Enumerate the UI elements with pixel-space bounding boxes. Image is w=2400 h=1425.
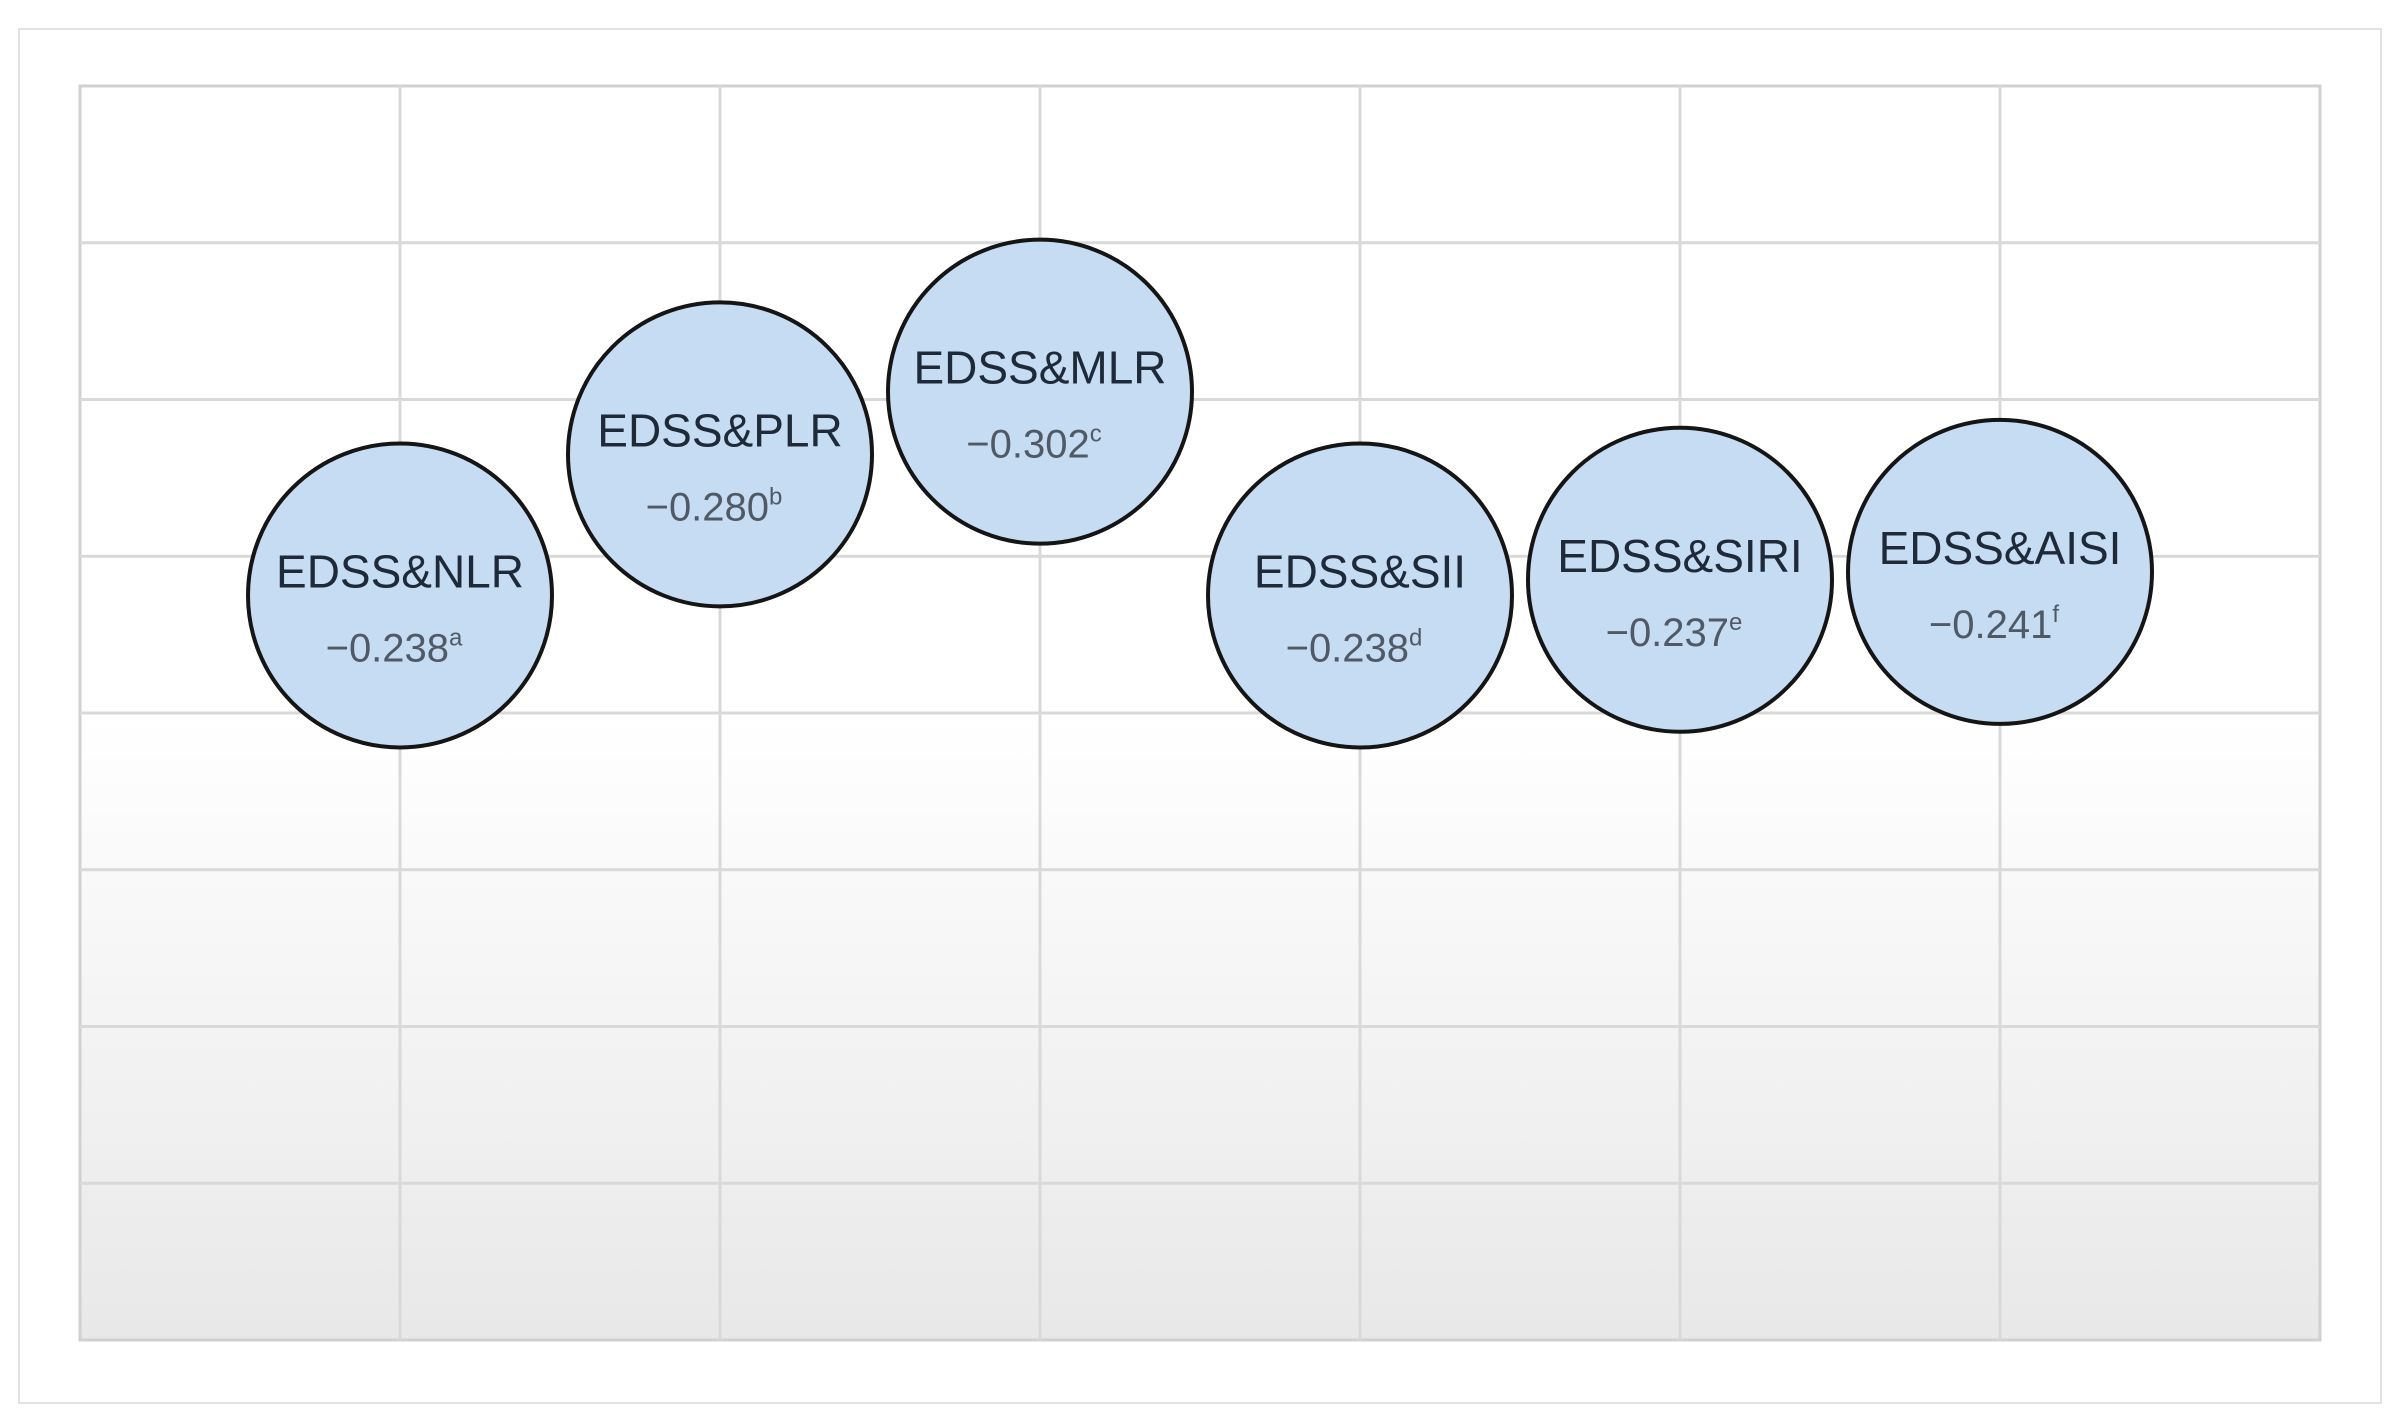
bubble-value: −0.238d [1286, 624, 1423, 670]
bubble-circle [1206, 441, 1514, 750]
bubble: EDSS&NLR −0.238a [246, 441, 554, 750]
bubbles: EDSS&NLR−0.238aEDSS&PLR−0.280bEDSS&MLR−0… [246, 237, 2154, 750]
bubble-label: EDSS&PLR [597, 404, 842, 456]
bubble-superscript: e [1729, 609, 1742, 636]
bubble-superscript: d [1409, 624, 1422, 651]
bubble-circle [566, 300, 874, 609]
bubble-label: EDSS&SIRI [1557, 530, 1802, 582]
bubble-value-number: −0.237 [1606, 611, 1729, 655]
bubble-superscript: c [1090, 421, 1102, 448]
bubble-value: −0.280b [646, 483, 783, 529]
bubble-superscript: b [769, 483, 782, 510]
bubble-value-number: −0.302 [966, 423, 1089, 467]
bubble-superscript: f [2052, 601, 2059, 628]
bubble-label: EDSS&SII [1254, 545, 1466, 597]
bubble-value: −0.237e [1606, 609, 1743, 655]
bubble-value-number: −0.238 [326, 626, 449, 670]
bubble-value-number: −0.280 [646, 485, 769, 529]
bubble-label: EDSS&MLR [913, 342, 1166, 394]
bubble-label: EDSS&NLR [276, 545, 524, 597]
bubble-value: −0.302c [966, 421, 1101, 467]
bubble-value-number: −0.238 [1286, 626, 1409, 670]
bubble-circle [246, 441, 554, 750]
bubble-superscript: a [449, 624, 463, 651]
bubble: EDSS&MLR −0.302c [886, 237, 1194, 546]
bubble-circle [1846, 417, 2154, 726]
bubble: EDSS&SII −0.238d [1206, 441, 1514, 750]
bubble-value-number: −0.241 [1929, 603, 2052, 647]
bubble-value: −0.241f [1929, 601, 2059, 647]
bubble-circle [1526, 425, 1834, 734]
bubble-label: EDSS&AISI [1879, 522, 2122, 574]
bubble-circle [886, 237, 1194, 546]
bubble: EDSS&AISI −0.241f [1846, 417, 2154, 726]
bubble: EDSS&PLR −0.280b [566, 300, 874, 609]
bubble: EDSS&SIRI −0.237e [1526, 425, 1834, 734]
bubble-value: −0.238a [326, 624, 463, 670]
